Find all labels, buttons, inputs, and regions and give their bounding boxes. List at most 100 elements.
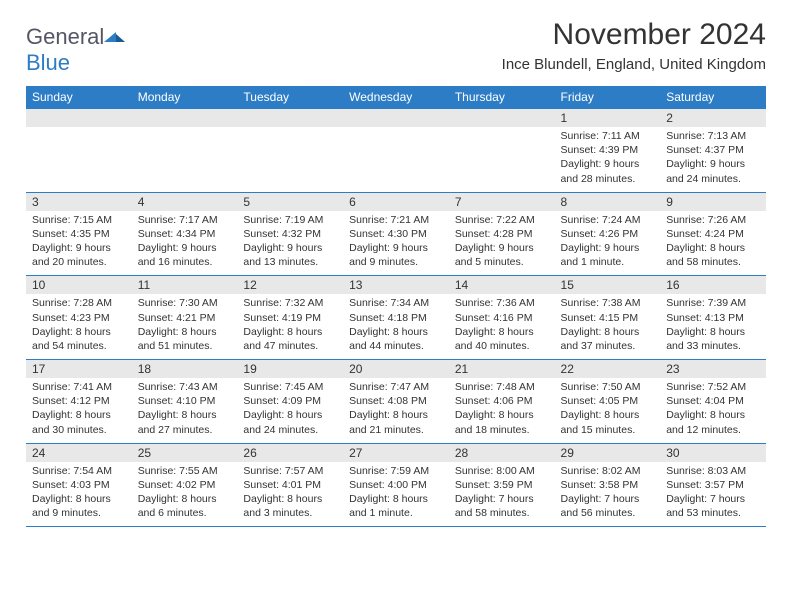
sunset-text: Sunset: 4:23 PM (32, 311, 126, 325)
sunrise-text: Sunrise: 7:24 AM (561, 213, 655, 227)
day-cell-detail: Sunrise: 7:45 AMSunset: 4:09 PMDaylight:… (237, 378, 343, 443)
daylight-text: Daylight: 9 hours and 9 minutes. (349, 241, 443, 269)
day-cell-num (343, 109, 449, 128)
sunrise-text: Sunrise: 7:59 AM (349, 464, 443, 478)
day-cell-detail: Sunrise: 7:26 AMSunset: 4:24 PMDaylight:… (660, 211, 766, 276)
day-detail: Sunrise: 7:26 AMSunset: 4:24 PMDaylight:… (660, 211, 766, 276)
day-detail: Sunrise: 7:52 AMSunset: 4:04 PMDaylight:… (660, 378, 766, 443)
sunset-text: Sunset: 4:15 PM (561, 311, 655, 325)
sunrise-text: Sunrise: 7:36 AM (455, 296, 549, 310)
daylight-text: Daylight: 8 hours and 37 minutes. (561, 325, 655, 353)
sunset-text: Sunset: 4:18 PM (349, 311, 443, 325)
day-number: 21 (449, 360, 555, 378)
daylight-text: Daylight: 7 hours and 58 minutes. (455, 492, 549, 520)
detail-row: Sunrise: 7:15 AMSunset: 4:35 PMDaylight:… (26, 211, 766, 276)
sunset-text: Sunset: 4:39 PM (561, 143, 655, 157)
sunset-text: Sunset: 4:04 PM (666, 394, 760, 408)
sunset-text: Sunset: 3:58 PM (561, 478, 655, 492)
day-cell-detail: Sunrise: 7:52 AMSunset: 4:04 PMDaylight:… (660, 378, 766, 443)
day-number: 9 (660, 193, 766, 211)
day-number: 22 (555, 360, 661, 378)
day-cell-detail: Sunrise: 7:17 AMSunset: 4:34 PMDaylight:… (132, 211, 238, 276)
sunrise-text: Sunrise: 7:38 AM (561, 296, 655, 310)
day-cell-num: 25 (132, 443, 238, 462)
day-cell-detail: Sunrise: 7:39 AMSunset: 4:13 PMDaylight:… (660, 294, 766, 359)
weekday-header: Tuesday (237, 86, 343, 109)
day-number: 1 (555, 109, 661, 127)
sunrise-text: Sunrise: 8:00 AM (455, 464, 549, 478)
sunrise-text: Sunrise: 7:15 AM (32, 213, 126, 227)
sunrise-text: Sunrise: 7:28 AM (32, 296, 126, 310)
sunrise-text: Sunrise: 7:32 AM (243, 296, 337, 310)
day-detail (449, 127, 555, 185)
day-cell-num: 7 (449, 192, 555, 211)
sunset-text: Sunset: 4:09 PM (243, 394, 337, 408)
day-detail: Sunrise: 7:36 AMSunset: 4:16 PMDaylight:… (449, 294, 555, 359)
day-cell-num: 22 (555, 360, 661, 379)
day-detail: Sunrise: 8:02 AMSunset: 3:58 PMDaylight:… (555, 462, 661, 527)
sunset-text: Sunset: 4:26 PM (561, 227, 655, 241)
daylight-text: Daylight: 8 hours and 3 minutes. (243, 492, 337, 520)
sunset-text: Sunset: 4:06 PM (455, 394, 549, 408)
sunrise-text: Sunrise: 7:45 AM (243, 380, 337, 394)
daylight-text: Daylight: 8 hours and 33 minutes. (666, 325, 760, 353)
day-cell-num: 21 (449, 360, 555, 379)
day-number: 6 (343, 193, 449, 211)
day-detail: Sunrise: 7:17 AMSunset: 4:34 PMDaylight:… (132, 211, 238, 276)
sunrise-text: Sunrise: 7:47 AM (349, 380, 443, 394)
day-detail: Sunrise: 7:38 AMSunset: 4:15 PMDaylight:… (555, 294, 661, 359)
day-cell-detail (26, 127, 132, 192)
day-cell-num: 12 (237, 276, 343, 295)
daylight-text: Daylight: 8 hours and 18 minutes. (455, 408, 549, 436)
day-cell-num: 19 (237, 360, 343, 379)
sunset-text: Sunset: 4:37 PM (666, 143, 760, 157)
day-number: 25 (132, 444, 238, 462)
weekday-header: Saturday (660, 86, 766, 109)
day-detail: Sunrise: 7:34 AMSunset: 4:18 PMDaylight:… (343, 294, 449, 359)
location-text: Ince Blundell, England, United Kingdom (502, 56, 766, 73)
day-cell-num: 20 (343, 360, 449, 379)
day-number: 10 (26, 276, 132, 294)
weekday-header: Wednesday (343, 86, 449, 109)
day-cell-num: 27 (343, 443, 449, 462)
day-cell-num (237, 109, 343, 128)
brand-name-b: Blue (26, 50, 70, 75)
day-number: 27 (343, 444, 449, 462)
day-number: 8 (555, 193, 661, 211)
daylight-text: Daylight: 9 hours and 1 minute. (561, 241, 655, 269)
day-cell-detail (343, 127, 449, 192)
day-number (26, 109, 132, 125)
day-cell-detail: Sunrise: 7:54 AMSunset: 4:03 PMDaylight:… (26, 462, 132, 527)
daynum-row: 3456789 (26, 192, 766, 211)
sunrise-text: Sunrise: 7:43 AM (138, 380, 232, 394)
day-detail: Sunrise: 7:45 AMSunset: 4:09 PMDaylight:… (237, 378, 343, 443)
daynum-row: 17181920212223 (26, 360, 766, 379)
day-cell-detail: Sunrise: 8:03 AMSunset: 3:57 PMDaylight:… (660, 462, 766, 527)
daylight-text: Daylight: 8 hours and 24 minutes. (243, 408, 337, 436)
day-cell-num: 15 (555, 276, 661, 295)
day-cell-num: 23 (660, 360, 766, 379)
day-cell-num: 13 (343, 276, 449, 295)
daylight-text: Daylight: 8 hours and 27 minutes. (138, 408, 232, 436)
sunset-text: Sunset: 4:21 PM (138, 311, 232, 325)
daylight-text: Daylight: 9 hours and 20 minutes. (32, 241, 126, 269)
day-cell-detail: Sunrise: 7:55 AMSunset: 4:02 PMDaylight:… (132, 462, 238, 527)
sunrise-text: Sunrise: 7:30 AM (138, 296, 232, 310)
sunrise-text: Sunrise: 7:21 AM (349, 213, 443, 227)
daylight-text: Daylight: 8 hours and 54 minutes. (32, 325, 126, 353)
day-cell-num: 29 (555, 443, 661, 462)
day-detail: Sunrise: 7:55 AMSunset: 4:02 PMDaylight:… (132, 462, 238, 527)
day-cell-num: 3 (26, 192, 132, 211)
day-cell-num: 16 (660, 276, 766, 295)
daylight-text: Daylight: 9 hours and 24 minutes. (666, 157, 760, 185)
sunset-text: Sunset: 4:35 PM (32, 227, 126, 241)
day-number: 4 (132, 193, 238, 211)
day-cell-num: 11 (132, 276, 238, 295)
day-cell-detail: Sunrise: 7:38 AMSunset: 4:15 PMDaylight:… (555, 294, 661, 359)
day-cell-detail: Sunrise: 7:22 AMSunset: 4:28 PMDaylight:… (449, 211, 555, 276)
day-detail: Sunrise: 7:41 AMSunset: 4:12 PMDaylight:… (26, 378, 132, 443)
day-cell-detail: Sunrise: 7:21 AMSunset: 4:30 PMDaylight:… (343, 211, 449, 276)
sunset-text: Sunset: 4:19 PM (243, 311, 337, 325)
sunset-text: Sunset: 4:13 PM (666, 311, 760, 325)
calendar-table: Sunday Monday Tuesday Wednesday Thursday… (26, 86, 766, 527)
